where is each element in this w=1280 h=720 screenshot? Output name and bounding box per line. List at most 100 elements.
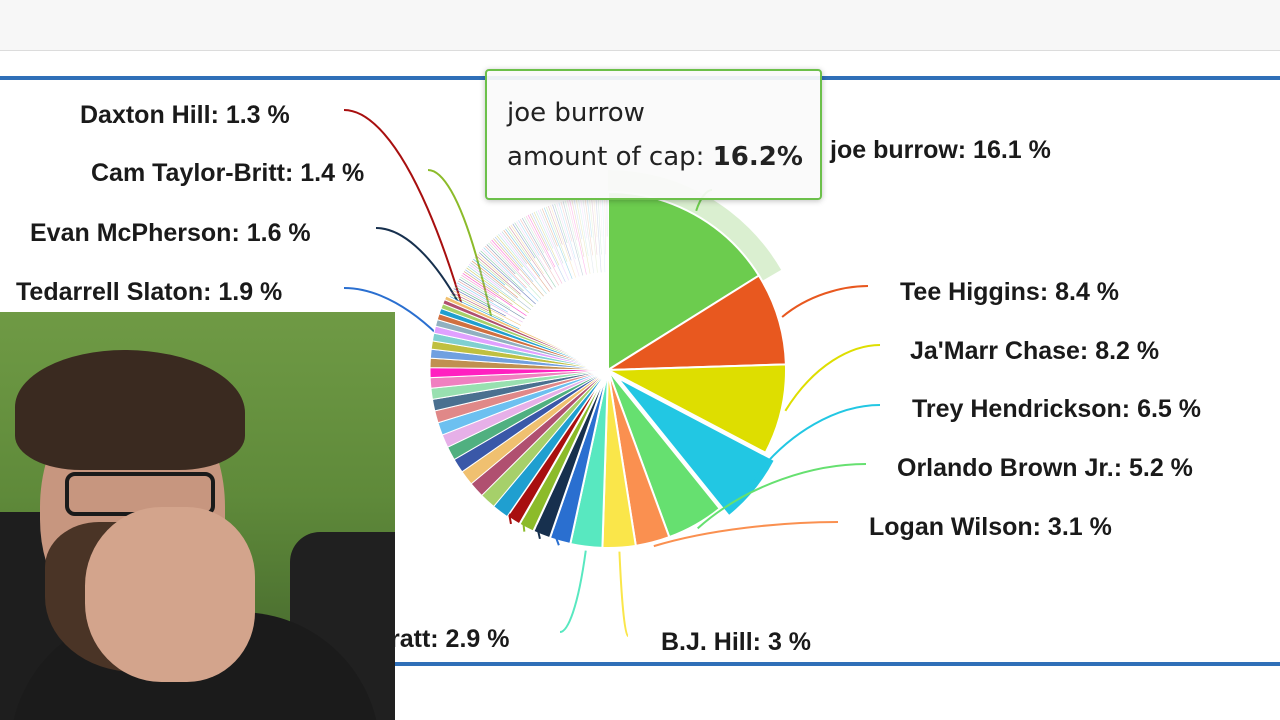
pie-slice-sliver [455,284,523,323]
pie-slice-sliver [475,255,521,295]
slice-label: Tee Higgins: 8.4 % [900,278,1119,306]
pie-slice-sliver [541,208,558,247]
label-connector [618,551,629,637]
pie-slice-sliver [535,210,554,249]
pie-slice-sliver [569,199,587,275]
slice-label: Logan Wilson: 3.1 % [869,513,1112,541]
pie-slice-sliver [465,269,499,294]
pie-slice-sliver [505,228,541,277]
slice-label: Trey Hendrickson: 6.5 % [912,395,1201,423]
pie-slice-sliver [520,219,560,286]
tooltip-value-line: amount of cap: 16.2% [507,135,820,179]
pie-slice-sliver [457,280,494,303]
pie-slice-sliver [459,278,525,320]
pie-slice-sliver [545,206,568,262]
slice-label: Evan McPherson: 1.6 % [30,219,311,247]
pie-slice-sliver [473,258,506,286]
pie-slice-sliver [543,207,573,279]
pie-slice-sliver [539,209,564,264]
tooltip-label: amount of cap: [507,142,705,172]
pie-slice-sliver [454,286,491,307]
pie-slice-sliver [577,198,589,257]
pie-slice-sliver [562,201,584,276]
pie-slice-sliver [489,241,530,285]
pie-slice-sliver [604,195,607,255]
pie-slice-sliver [550,205,576,278]
pie-slice-sliver [556,203,580,277]
slice-label: B.J. Hill: 3 % [661,628,811,656]
label-connector [559,550,587,633]
label-connector [781,285,869,318]
pie-slice-sliver [462,273,527,317]
pie-slice-sliver [477,253,509,282]
pie-slice-sliver [512,223,536,259]
hand-shape [85,507,255,682]
pie-slice-sliver [508,226,553,290]
pie-slice-sliver [450,294,504,321]
pie-slice-sliver [537,210,570,281]
pie-slice-sliver [498,234,547,295]
pie-slice-sliver [480,250,524,292]
pie-slice-sliver [486,244,516,275]
label-connector [747,404,881,487]
pie-slice-sliver [588,196,598,273]
slice-label: joe burrow: 16.1 % [829,136,1051,164]
pie-slice-sliver [451,292,489,311]
tooltip-name: joe burrow [507,98,645,128]
pie-slice-sliver [595,195,602,273]
pie-slice-sliver [501,231,528,265]
pie-slice-sliver [514,222,556,288]
pie-slice-sliver [481,248,512,278]
pie-slice-sliver [474,257,534,308]
label-connector [784,344,881,412]
pie-slice-sliver [564,200,580,258]
pie-slice-sliver [463,271,513,305]
hair-shape [15,350,245,470]
pie-slice-sliver [510,224,544,275]
chart-tooltip: joe burrow amount of cap: 16.2% [485,69,822,200]
pie-slice-sliver [552,204,572,261]
pie-slice-sliver [529,213,549,251]
pie-slice-sliver [533,211,560,266]
pie-slice-sliver [461,274,497,298]
slice-label: Ja'Marr Chase: 8.2 % [910,337,1159,365]
pie-slice-sliver [521,217,552,270]
pie-slice-sliver [449,296,520,330]
pie-slice-sliver [575,198,591,274]
pie-slice-sliver [460,276,511,309]
pie-slice-sliver [470,262,532,310]
pie-slice-sliver [452,290,521,326]
pie-slice-sliver [560,201,573,242]
pie-slice-sliver [466,267,529,313]
pie-slice-sliver [518,220,540,256]
webcam-overlay [0,312,395,720]
pie-slice-sliver [493,238,544,297]
slice-label: Orlando Brown Jr.: 5.2 % [897,454,1193,482]
pie-slice-sliver [571,199,585,257]
pie-slice-sliver [599,195,603,237]
pie-slice-sliver [494,236,534,283]
pie-slice-sliver [582,197,595,274]
pie-slice-sliver [523,216,545,254]
pie-slice-sliver [483,247,539,302]
pie-slice-sliver [503,230,550,292]
pie-slice-sliver [525,215,563,284]
pie-slice-sliver [558,202,576,260]
pie-slice-sliver [567,200,578,241]
pie-slice-sliver [471,260,518,298]
pie-slice-sliver [527,214,556,268]
pie-slice-sliver [584,197,593,256]
browser-top-bar [0,0,1280,51]
label-connector [697,463,867,530]
pie-slice-sliver [573,198,583,240]
pie-slice-sliver [554,203,568,243]
pie-slice [443,295,609,371]
pie-slice-sliver [485,245,527,289]
pie-slice-sliver [467,265,516,302]
slice-label: Daxton Hill: 1.3 % [80,101,290,129]
pie-slice-sliver [478,252,536,305]
slice-label: ratt: 2.9 % [390,625,509,653]
pie-slice-sliver [516,221,548,272]
pie-slice-sliver [491,239,520,271]
label-connector [653,521,839,548]
